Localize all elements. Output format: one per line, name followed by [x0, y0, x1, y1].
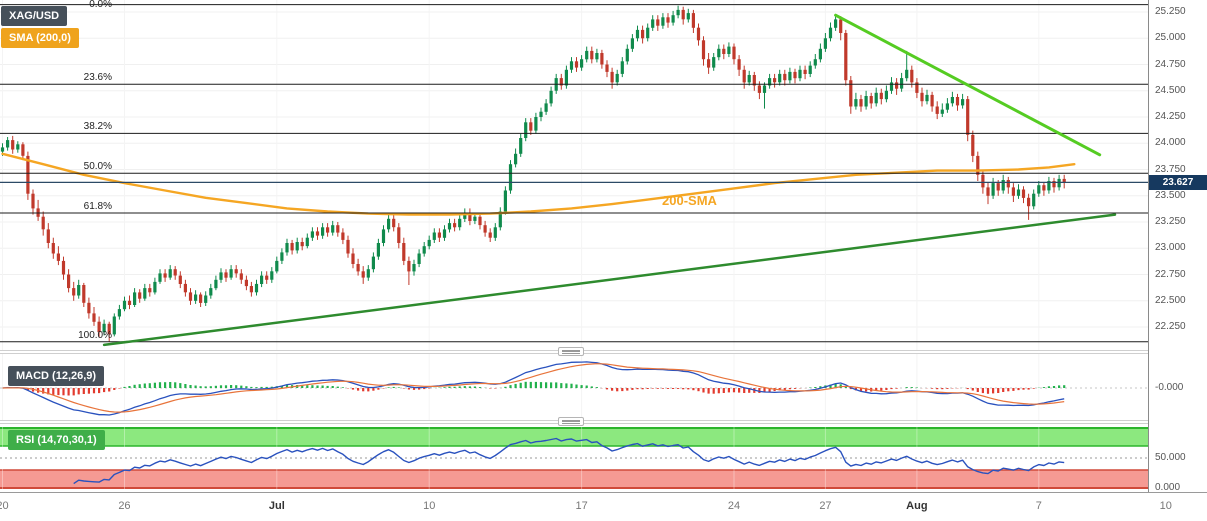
rsi-svg	[0, 424, 1148, 492]
macd-resize-handle-icon[interactable]	[558, 347, 584, 356]
price-axis-label: 23.000	[1155, 242, 1186, 254]
macd-indicator-badge[interactable]: MACD (12,26,9)	[8, 366, 105, 386]
time-axis-label: 17	[575, 500, 588, 512]
sma-indicator-badge[interactable]: SMA (200,0)	[1, 28, 79, 48]
rsi-panel[interactable]	[0, 424, 1148, 492]
symbol-badge[interactable]: XAG/USD	[1, 6, 68, 26]
sma-200-line	[1, 152, 1076, 216]
price-axis-label: 24.750	[1155, 58, 1186, 70]
time-axis-label: 7	[1035, 500, 1042, 512]
macd-panel[interactable]	[0, 354, 1148, 420]
fib-level-label: 50.0%	[83, 161, 112, 173]
current-price-badge: 23.627	[1149, 175, 1207, 190]
time-axis-label: 20	[0, 500, 9, 512]
price-chart-panel[interactable]: 0.0% 23.6% 38.2% 50.0% 61.8% 100.0%	[0, 0, 1148, 350]
time-axis-label: 27	[819, 500, 832, 512]
macd-line	[2, 361, 1065, 416]
fib-level-label: 0.0%	[89, 0, 112, 10]
rsi-indicator-badge[interactable]: RSI (14,70,30,1)	[8, 430, 105, 450]
price-axis-label: 25.250	[1155, 6, 1186, 17]
macd-axis-value: -0.000	[1155, 382, 1184, 393]
time-axis[interactable]: 20 26 Jul 10 17 24 27 Aug 7 10	[0, 492, 1207, 521]
ascending-support-trendline	[102, 213, 1117, 347]
price-axis-label: 22.250	[1155, 321, 1186, 332]
price-axis-label: 24.500	[1155, 84, 1186, 96]
fib-level-label: 100.0%	[78, 329, 112, 341]
price-axis-label: 23.250	[1155, 216, 1186, 227]
rsi-axis-value-50: 50.000	[1155, 452, 1186, 463]
time-axis-label: Jul	[268, 500, 285, 512]
sma-line-label: 200-SMA	[662, 193, 717, 208]
price-axis-label: 22.750	[1155, 268, 1186, 280]
rsi-line	[73, 437, 1065, 485]
price-axis-label: 22.500	[1155, 294, 1186, 306]
price-axis-label: 23.750	[1155, 163, 1186, 175]
macd-svg	[0, 354, 1148, 420]
price-chart-svg	[0, 0, 1148, 350]
price-axis-label: 24.250	[1155, 111, 1186, 122]
price-axis-label: 23.500	[1155, 189, 1186, 201]
time-axis-label: 10	[423, 500, 436, 512]
rsi-axis-value-0: 0.000	[1155, 482, 1181, 493]
descending-resistance-trendline	[834, 13, 1102, 157]
time-axis-label: 10	[1159, 500, 1172, 512]
price-axis-label: 25.000	[1155, 32, 1186, 44]
time-axis-label: 26	[118, 500, 131, 512]
rsi-resize-handle-icon[interactable]	[558, 417, 584, 426]
fib-level-label: 61.8%	[83, 200, 112, 212]
price-axis[interactable]: -0.000 50.000 0.000 23.627 25.250 25.000 2…	[1148, 0, 1207, 493]
fib-level-label: 38.2%	[83, 121, 112, 133]
price-axis-label: 24.000	[1155, 137, 1186, 149]
fib-level-label: 23.6%	[83, 72, 112, 84]
time-axis-label: 24	[727, 500, 741, 512]
macd-signal-line	[2, 363, 1065, 413]
time-axis-label: Aug	[906, 500, 928, 512]
